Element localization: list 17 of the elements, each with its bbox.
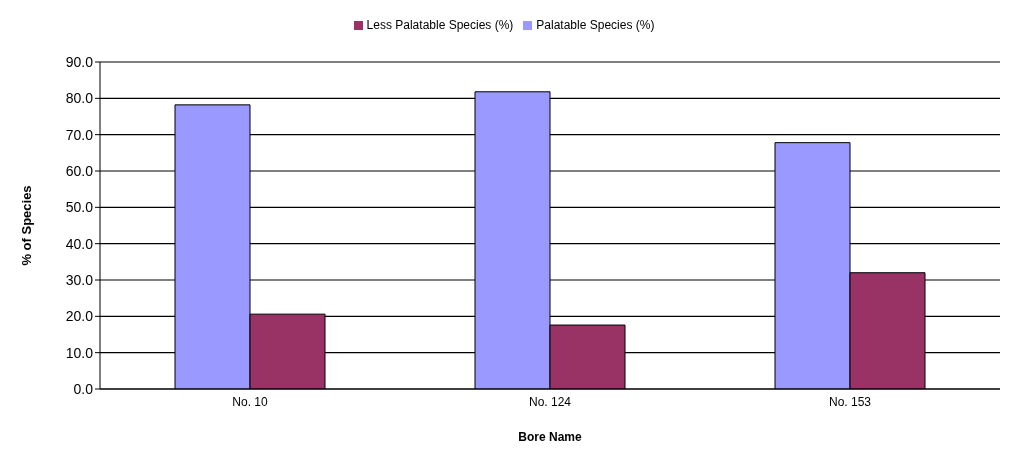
y-tick-label: 20.0 <box>65 308 94 325</box>
y-tick-label: 80.0 <box>65 90 94 107</box>
y-tick-label: 0.0 <box>73 380 94 397</box>
x-tick-label: No. 153 <box>828 394 872 409</box>
x-tick-label: No. 124 <box>528 394 572 409</box>
y-tick-label: 40.0 <box>65 235 94 252</box>
y-tick-label: 70.0 <box>65 126 94 143</box>
y-tick-label: 10.0 <box>65 344 94 361</box>
y-tick-label: 90.0 <box>65 53 94 70</box>
x-axis-title: Bore Name <box>518 430 582 444</box>
y-axis-title: % of Species <box>18 185 34 266</box>
x-tick-label: No. 10 <box>232 394 268 409</box>
y-tick-label: 30.0 <box>65 271 94 288</box>
y-tick-label: 50.0 <box>65 199 94 216</box>
legend-label: Palatable Species (%) <box>536 18 655 32</box>
y-tick-label: 60.0 <box>65 162 94 179</box>
legend-label: Less Palatable Species (%) <box>366 18 514 32</box>
